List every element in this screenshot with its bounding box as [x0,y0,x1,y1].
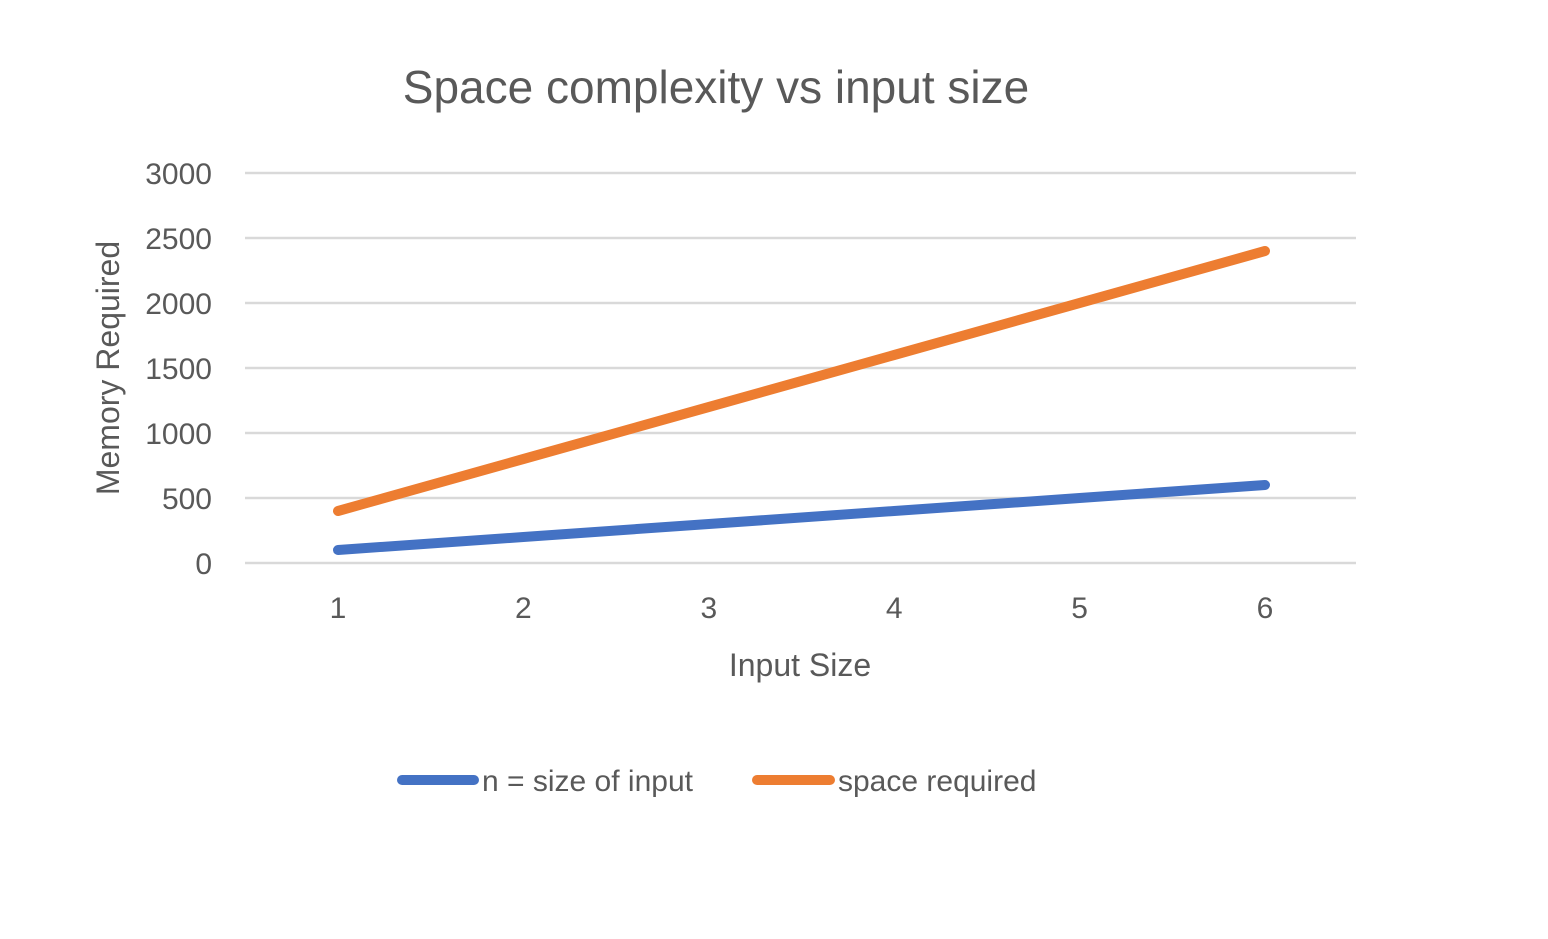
gridlines [245,173,1356,563]
y-tick-label: 500 [162,483,212,516]
series-line-1 [338,485,1265,550]
y-tick-label: 2500 [145,223,212,256]
legend-label: n = size of input [482,765,694,798]
x-axis-label: Input Size [729,647,871,683]
x-tick-label: 2 [515,592,532,625]
chart-title: Space complexity vs input size [403,61,1029,113]
x-axis-ticks: 1 2 3 4 5 6 [330,592,1274,625]
y-tick-label: 2000 [145,288,212,321]
x-tick-label: 6 [1257,592,1274,625]
x-tick-label: 4 [886,592,903,625]
y-axis-label: Memory Required [90,241,126,495]
x-tick-label: 5 [1071,592,1088,625]
x-tick-label: 3 [700,592,717,625]
series-line-2 [338,251,1265,511]
y-tick-label: 0 [195,548,212,581]
x-tick-label: 1 [330,592,347,625]
series-lines [338,251,1265,550]
legend: n = size of input space required [402,765,1036,798]
y-tick-label: 1000 [145,418,212,451]
y-axis-ticks: 0 500 1000 1500 2000 2500 3000 [145,158,212,581]
y-tick-label: 3000 [145,158,212,191]
y-tick-label: 1500 [145,353,212,386]
legend-label: space required [838,765,1036,798]
